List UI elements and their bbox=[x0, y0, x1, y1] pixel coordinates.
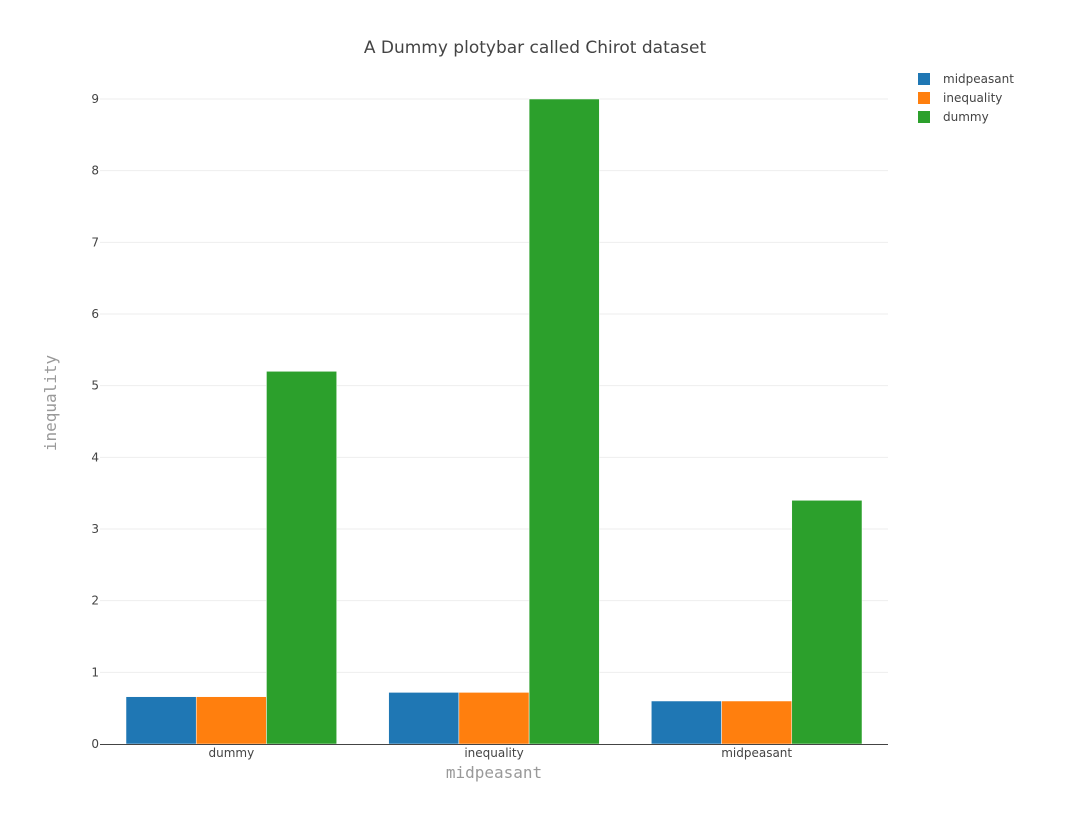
legend-item-midpeasant[interactable]: midpeasant bbox=[918, 72, 1014, 86]
y-axis-title: inequality bbox=[41, 354, 60, 451]
y-tick-label: 3 bbox=[91, 522, 99, 536]
bar-midpeasant-dummy[interactable] bbox=[125, 696, 197, 745]
y-tick-label: 8 bbox=[91, 164, 99, 178]
y-axis-ticks: 0 1 2 3 4 5 6 7 8 9 bbox=[91, 92, 99, 751]
y-tick-label: 5 bbox=[91, 379, 99, 393]
y-tick-label: 6 bbox=[91, 307, 99, 321]
bar-inequality-midpeasant[interactable] bbox=[721, 700, 793, 745]
legend-swatch-midpeasant bbox=[918, 73, 930, 85]
bar-dummy-inequality[interactable] bbox=[528, 98, 600, 745]
legend-label-inequality: inequality bbox=[943, 91, 1002, 105]
bar-midpeasant-midpeasant[interactable] bbox=[651, 700, 722, 745]
legend-item-inequality[interactable]: inequality bbox=[918, 91, 1002, 105]
x-axis-title: midpeasant bbox=[446, 763, 542, 782]
bar-inequality-inequality[interactable] bbox=[458, 692, 530, 745]
bar-dummy-dummy[interactable] bbox=[266, 371, 337, 745]
y-tick-label: 7 bbox=[91, 235, 99, 249]
bar-midpeasant-inequality[interactable] bbox=[388, 692, 460, 745]
chart-title: A Dummy plotybar called Chirot dataset bbox=[364, 38, 707, 58]
x-tick-label-dummy: dummy bbox=[208, 746, 254, 760]
legend-label-dummy: dummy bbox=[943, 110, 989, 124]
legend-label-midpeasant: midpeasant bbox=[943, 72, 1014, 86]
y-tick-label: 9 bbox=[91, 92, 99, 106]
legend[interactable]: midpeasant inequality dummy bbox=[918, 72, 1014, 124]
y-tick-label: 0 bbox=[91, 737, 99, 751]
y-tick-label: 2 bbox=[91, 594, 99, 608]
x-axis-ticks: dummy inequality midpeasant bbox=[208, 746, 792, 760]
x-tick-label-midpeasant: midpeasant bbox=[721, 746, 792, 760]
legend-swatch-inequality bbox=[918, 92, 930, 104]
bar-inequality-dummy[interactable] bbox=[195, 696, 267, 745]
legend-swatch-dummy bbox=[918, 111, 930, 123]
gridlines bbox=[100, 98, 888, 673]
bars bbox=[125, 98, 863, 745]
y-tick-label: 4 bbox=[91, 450, 99, 464]
x-tick-label-inequality: inequality bbox=[464, 746, 523, 760]
legend-item-dummy[interactable]: dummy bbox=[918, 110, 989, 124]
y-tick-label: 1 bbox=[91, 665, 99, 679]
bar-dummy-midpeasant[interactable] bbox=[791, 500, 863, 745]
